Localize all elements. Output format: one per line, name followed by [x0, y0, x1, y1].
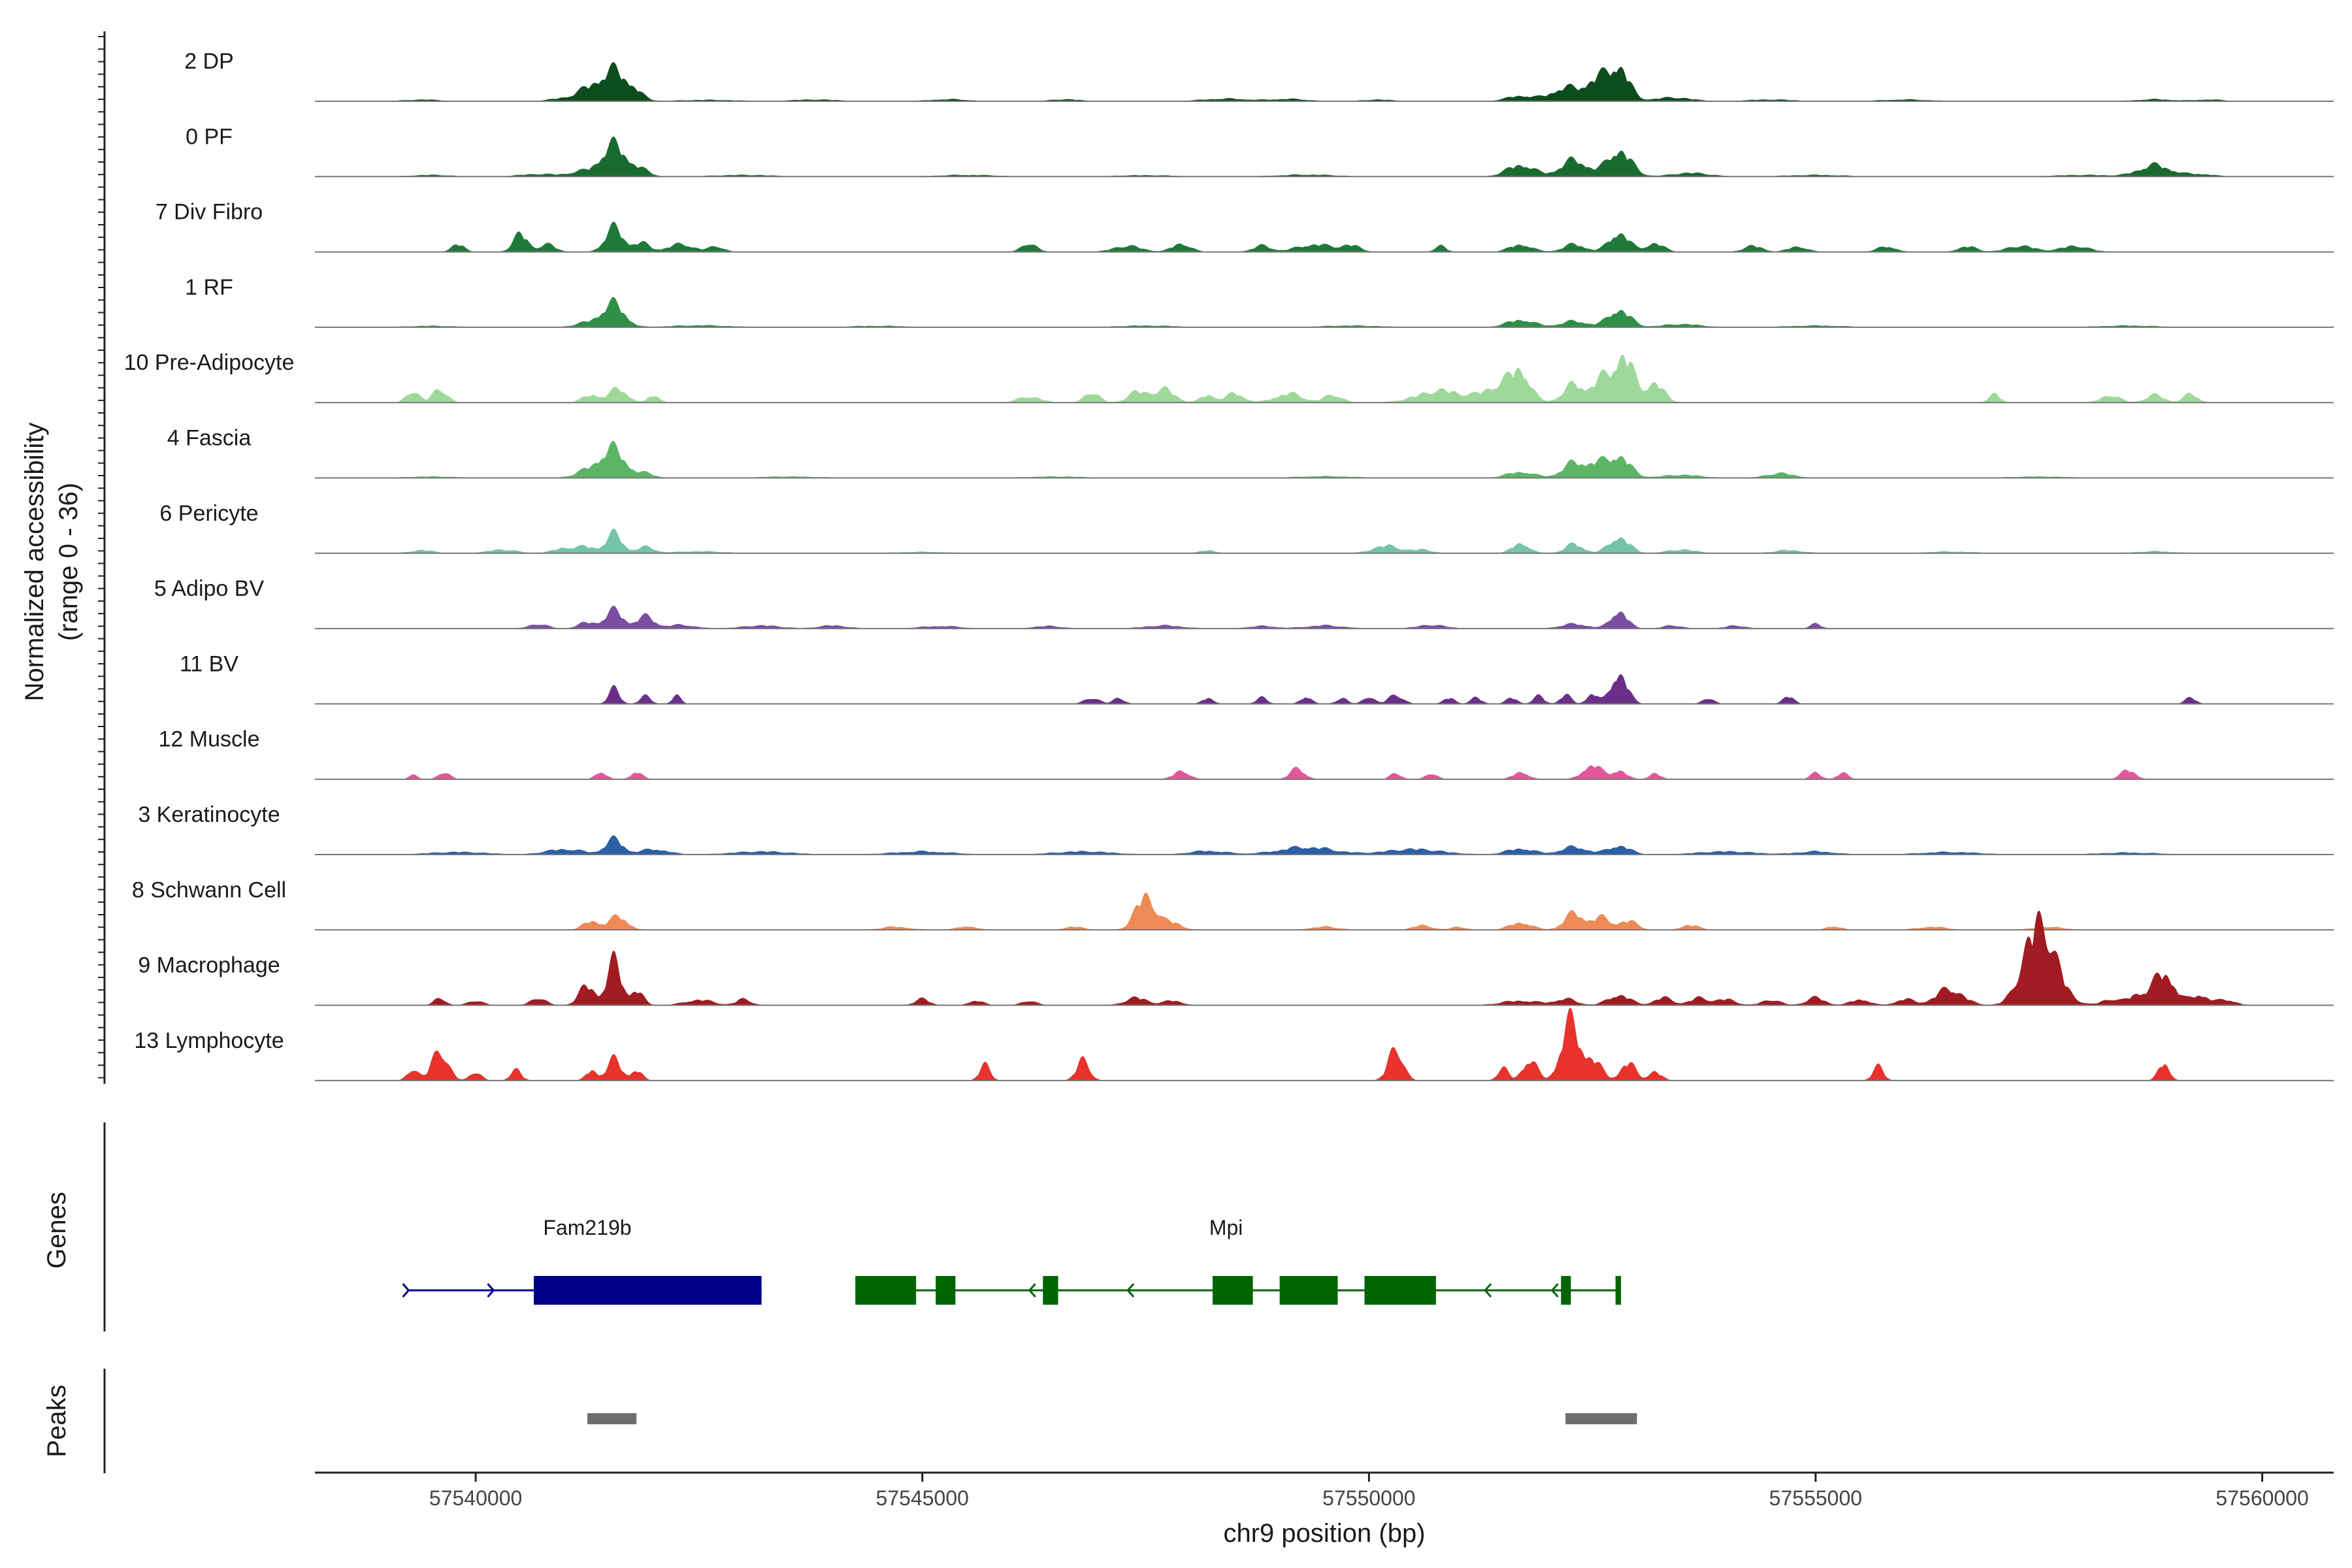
track-label: 13 Lymphocyte	[134, 1028, 284, 1053]
track-label: 9 Macrophage	[138, 953, 280, 978]
x-tick-label: 57560000	[2215, 1486, 2308, 1510]
y-axis-title: Normalized accessibility (range 0 - 36)	[20, 423, 83, 702]
x-axis-title: chr9 position (bp)	[1223, 1519, 1425, 1548]
gene-mpi: Mpi	[855, 1216, 1622, 1305]
x-tick-label: 57545000	[876, 1486, 969, 1510]
track-12: 9 Macrophage	[138, 910, 2334, 1006]
strand-arrow-icon	[487, 1282, 495, 1298]
gene-fam219b: Fam219b	[402, 1216, 762, 1305]
coverage-area	[395, 892, 2253, 930]
coverage-y-axis	[98, 31, 106, 1084]
track-label: 2 DP	[184, 49, 234, 74]
track-10: 3 Keratinocyte	[138, 802, 2334, 855]
peak-region	[1565, 1413, 1637, 1424]
track-11: 8 Schwann Cell	[132, 877, 2334, 931]
track-label: 8 Schwann Cell	[132, 877, 286, 902]
y-axis-title-line1: Normalized accessibility	[20, 423, 49, 702]
coverage-area	[395, 137, 2253, 177]
gene-label: Fam219b	[543, 1216, 631, 1239]
x-tick-label: 57550000	[1322, 1486, 1415, 1510]
coverage-area	[395, 297, 2253, 328]
gene-panel: Genes Fam219b Mpi	[42, 1122, 1622, 1331]
coverage-area	[395, 835, 2253, 855]
track-3: 1 RF	[185, 275, 2334, 328]
gene-exon	[855, 1276, 917, 1305]
track-0: 2 DP	[184, 49, 2334, 102]
coverage-area	[395, 221, 2253, 252]
peak-panel: Peaks	[42, 1369, 1637, 1473]
coverage-area	[395, 765, 2253, 780]
genes-panel-title: Genes	[42, 1192, 71, 1269]
x-tick-label: 57540000	[429, 1486, 522, 1510]
track-label: 3 Keratinocyte	[138, 802, 280, 827]
peak-region	[587, 1413, 637, 1424]
x-axis: chr9 position (bp) 57540000 57545000 57550…	[315, 1471, 2334, 1548]
track-label: 12 Muscle	[159, 727, 260, 752]
track-label: 7 Div Fibro	[155, 200, 263, 225]
strand-arrow-icon	[1126, 1282, 1135, 1298]
track-label: 1 RF	[185, 275, 233, 300]
coverage-area	[395, 440, 2253, 478]
track-label: 10 Pre-Adipocyte	[124, 350, 295, 375]
track-13: 13 Lymphocyte	[134, 1007, 2334, 1081]
gene-label: Mpi	[1209, 1216, 1243, 1239]
gene-exon	[1279, 1276, 1338, 1305]
coverage-area	[395, 674, 2253, 704]
coverage-area	[395, 606, 2253, 629]
track-2: 7 Div Fibro	[155, 200, 2334, 253]
track-label: 5 Adipo BV	[154, 576, 265, 601]
gene-exon	[936, 1276, 956, 1305]
track-label: 4 Fascia	[167, 426, 252, 451]
track-5: 4 Fascia	[167, 426, 2334, 479]
strand-arrow-icon	[1484, 1282, 1492, 1298]
track-8: 11 BV	[180, 651, 2334, 705]
coverage-tracks: 2 DP 0 PF 7 Div Fibro 1 RF 10 Pre-Adipocyte 4…	[124, 49, 2334, 1081]
x-tick-label: 57555000	[1769, 1486, 1862, 1510]
coverage-area	[395, 1007, 2253, 1081]
gene-exon	[1561, 1276, 1571, 1305]
coverage-area	[395, 529, 2253, 554]
track-4: 10 Pre-Adipocyte	[124, 350, 2334, 404]
gene-exon	[1043, 1276, 1058, 1305]
coverage-area	[395, 354, 2253, 403]
strand-arrow-icon	[402, 1282, 410, 1298]
track-9: 12 Muscle	[159, 727, 2334, 780]
gene-exon	[1364, 1276, 1436, 1305]
y-axis-title-line2: (range 0 - 36)	[54, 483, 83, 641]
track-6: 6 Pericyte	[159, 501, 2334, 554]
track-label: 11 BV	[180, 651, 238, 676]
track-7: 5 Adipo BV	[154, 576, 2334, 630]
gene-exon	[1213, 1276, 1253, 1305]
strand-arrow-icon	[1028, 1282, 1036, 1298]
gene-exon	[533, 1276, 762, 1305]
peaks-panel-title: Peaks	[42, 1384, 71, 1457]
coverage-area	[395, 910, 2253, 1005]
track-label: 0 PF	[186, 124, 233, 149]
track-1: 0 PF	[186, 124, 2334, 178]
strand-arrow-icon	[1550, 1282, 1559, 1298]
coverage-area	[395, 62, 2253, 102]
track-label: 6 Pericyte	[159, 501, 258, 526]
